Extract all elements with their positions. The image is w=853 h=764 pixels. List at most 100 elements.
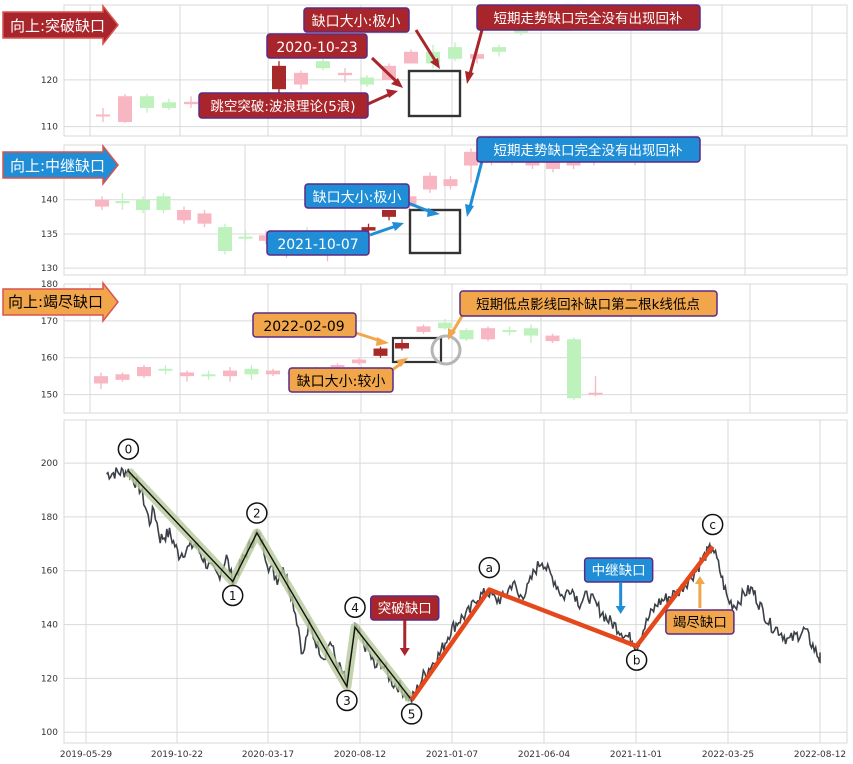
candle-body (502, 330, 517, 333)
wave-label-text: c (709, 518, 716, 532)
candle-body (546, 162, 560, 169)
panel-price-plot: 2019-05-29 2019-10-22 2020-03-17 2020-08-12… (41, 419, 848, 760)
wave-note-label (198, 92, 369, 119)
gap-highlight-box (407, 69, 462, 118)
wave-line-down (127, 470, 413, 701)
wave-line-up (409, 545, 715, 702)
gap-size-label (303, 7, 410, 33)
x-tick-label: 2020-03-17 (242, 750, 294, 760)
gap-marker-continuation (583, 557, 654, 583)
size-arrow (414, 29, 438, 63)
candle-body (115, 374, 130, 380)
wave-label-text: a (486, 561, 493, 575)
candle-body (180, 372, 194, 377)
fill-note-text: 短期走势缺口完全没有出现回补 (494, 10, 683, 27)
gap-date-text: 2022-02-09 (263, 319, 344, 335)
candle-body (464, 151, 478, 166)
panel-continuation-overlays: 向上:中继缺口 缺口大小:极小 2021-10-07 短期走势缺口完全没有出现回… (2, 136, 701, 256)
wave-note-arrow-head (386, 89, 398, 98)
candle-body (201, 374, 216, 377)
date-arrow-head (392, 222, 404, 231)
candle-body (259, 235, 273, 241)
candle-body (361, 227, 376, 231)
note-arrow-head (448, 328, 456, 340)
candle-body (136, 199, 150, 210)
candle-body (238, 236, 253, 239)
candle-body (470, 54, 484, 59)
continuation-title-arrow (2, 143, 119, 187)
candle-body (423, 175, 437, 190)
wave-label-1 (221, 584, 244, 607)
fill-note-text: 短期低点影线回补缺口第二根k线低点 (476, 296, 700, 313)
candle-body (567, 339, 581, 399)
candle-body (588, 392, 603, 395)
candle-body (360, 77, 374, 85)
candle-body (545, 335, 560, 342)
candle-body (94, 376, 108, 384)
note-arrow (450, 315, 464, 334)
wave-label-text: 0 (125, 443, 133, 457)
y-tick-label: 140 (41, 196, 58, 206)
candle-body (395, 342, 409, 349)
y-tick-label: 160 (41, 567, 58, 577)
candle-body (184, 101, 198, 105)
candle-body (330, 365, 345, 368)
candle-body (137, 366, 151, 377)
wave-label-text: 1 (229, 589, 237, 603)
wave-note-text: 跳空突破:波浪理论(5浪) (210, 99, 355, 115)
candle-body (95, 199, 109, 207)
wick-fill-circle (430, 334, 462, 366)
gap-size-text: 缺口大小:较小 (297, 374, 386, 390)
panel_exhaustion-plot: 150 160 170 180 (41, 280, 848, 414)
gap-marker-label: 竭尽缺口 (673, 615, 727, 631)
gap-marker-label: 中继缺口 (592, 563, 646, 579)
fill-note-label (459, 290, 718, 317)
x-tick-label: 2021-01-07 (426, 750, 478, 760)
wave-label-3 (336, 689, 358, 712)
gap-date-label (252, 312, 357, 338)
exhaustion-title-arrow (2, 280, 119, 324)
plot-area (63, 283, 848, 414)
x-tick-label: 2019-05-29 (60, 750, 113, 760)
wave-label-text: b (633, 654, 641, 668)
fill-note-label (476, 4, 701, 31)
continuation-title: 向上:中继缺口 (10, 157, 105, 175)
date-arrow-head (391, 78, 403, 88)
candle-body (524, 328, 538, 336)
candle-body (266, 370, 280, 375)
y-tick-label: 160 (41, 354, 58, 364)
candle-body (459, 330, 474, 340)
candle-body (338, 72, 352, 76)
candle-body (218, 227, 232, 252)
note-arrow (468, 160, 484, 208)
y-tick-label: 150 (41, 391, 58, 401)
candle-body (416, 326, 431, 332)
y-tick-label: 135 (41, 230, 58, 240)
gap-date-text: 2021-10-07 (277, 237, 358, 253)
candle-body (115, 201, 130, 204)
y-tick-label: 110 (41, 123, 58, 133)
candle-body (140, 96, 154, 108)
y-tick-label: 120 (41, 674, 58, 684)
candle-body (156, 196, 171, 210)
date-arrow (370, 56, 400, 85)
wave-label-4 (344, 596, 366, 619)
y-tick-label: 120 (41, 76, 58, 86)
gap-size-label (288, 367, 394, 393)
wave-label-text: 5 (408, 707, 416, 721)
x-tick-label: 2020-08-12 (334, 750, 386, 760)
wave-label-text: 2 (253, 507, 261, 521)
note-arrow (468, 29, 484, 75)
exhaustion-title: 向上:竭尽缺口 (8, 293, 103, 311)
candle-body (177, 210, 191, 221)
note-arrow-head (465, 71, 474, 84)
wave-label-2 (246, 502, 268, 524)
x-tick-label: 2022-08-12 (794, 750, 846, 760)
y-tick-label: 180 (41, 513, 58, 523)
candle-body (294, 72, 308, 85)
date-arrow (369, 224, 397, 237)
size-arrow-head (427, 208, 440, 217)
x-tick-label: 2021-06-04 (518, 750, 571, 760)
